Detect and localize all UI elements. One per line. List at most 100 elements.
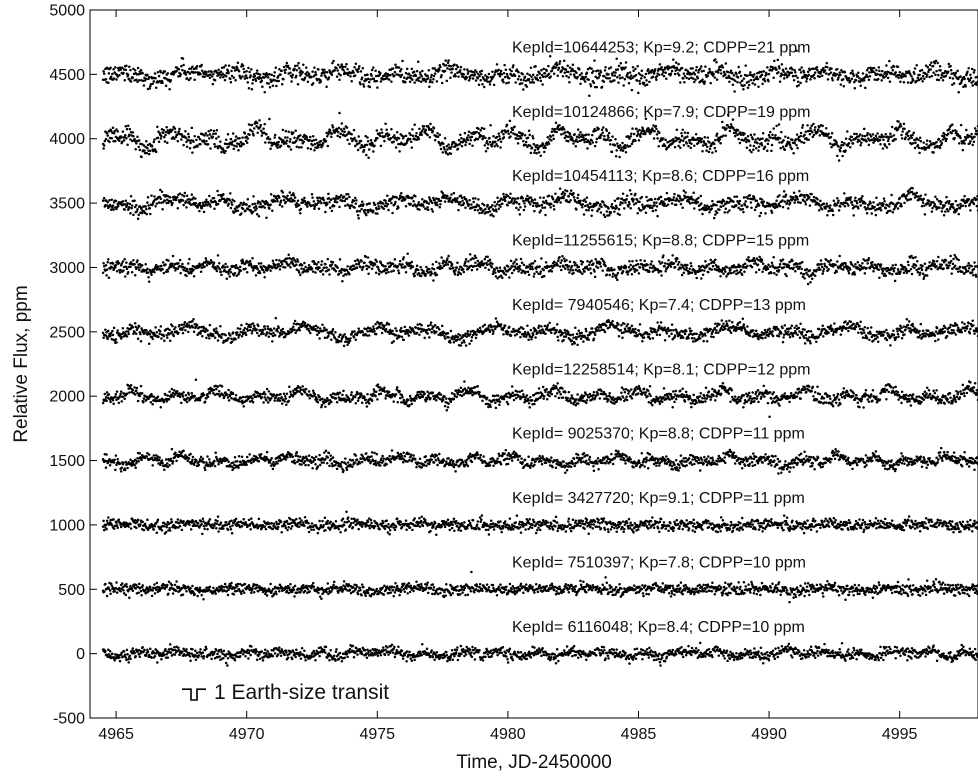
- data-point: [924, 193, 927, 196]
- data-point: [355, 140, 358, 143]
- data-point: [227, 71, 230, 75]
- data-point: [353, 259, 357, 263]
- data-point: [672, 196, 676, 199]
- data-point: [733, 195, 736, 199]
- data-point: [585, 196, 589, 199]
- data-point: [576, 128, 580, 131]
- data-point: [628, 202, 631, 206]
- data-point: [344, 65, 347, 69]
- data-point: [898, 196, 902, 200]
- data-point: [114, 139, 117, 143]
- data-point: [198, 201, 202, 205]
- data-point: [125, 136, 128, 140]
- data-point: [919, 194, 923, 198]
- data-point: [276, 146, 279, 149]
- data-point: [398, 69, 402, 73]
- data-point: [785, 201, 789, 205]
- data-point: [153, 72, 157, 75]
- data-point: [249, 74, 252, 77]
- data-point: [355, 199, 358, 202]
- data-point: [310, 192, 314, 196]
- data-point: [902, 80, 906, 84]
- data-point: [624, 66, 627, 69]
- data-point: [698, 67, 702, 71]
- data-point: [615, 57, 618, 60]
- data-point: [691, 67, 694, 70]
- data-point: [338, 205, 341, 209]
- data-point: [146, 147, 149, 150]
- data-point: [964, 204, 967, 208]
- data-point: [878, 138, 882, 142]
- data-point: [595, 137, 599, 141]
- data-point: [920, 68, 924, 72]
- data-point: [280, 83, 284, 86]
- data-point: [243, 132, 247, 135]
- data-point: [533, 151, 536, 155]
- data-point: [849, 196, 853, 199]
- data-point: [741, 207, 745, 211]
- data-point: [678, 195, 681, 198]
- data-point: [273, 136, 276, 139]
- data-point: [383, 139, 386, 143]
- data-point: [848, 145, 852, 149]
- data-point: [531, 73, 535, 76]
- data-point: [140, 264, 144, 267]
- light-curve-series: [101, 186, 978, 220]
- data-point: [560, 133, 563, 136]
- data-point: [935, 198, 939, 201]
- data-point: [181, 57, 185, 60]
- data-point: [749, 144, 752, 147]
- data-point: [595, 140, 598, 144]
- data-point: [719, 205, 723, 208]
- data-point: [417, 137, 421, 141]
- data-point: [822, 67, 825, 70]
- data-point: [676, 68, 679, 71]
- data-point: [932, 71, 935, 74]
- data-point: [726, 70, 730, 74]
- data-point: [959, 81, 963, 85]
- data-point: [658, 63, 662, 66]
- data-point: [839, 205, 842, 208]
- data-point: [872, 66, 876, 70]
- data-point: [466, 72, 470, 75]
- data-point: [868, 75, 872, 78]
- data-point: [430, 73, 433, 77]
- data-point: [850, 200, 854, 204]
- data-point: [241, 64, 245, 67]
- data-point: [139, 68, 143, 72]
- data-point: [818, 134, 822, 137]
- data-point: [331, 61, 334, 65]
- data-point: [591, 141, 595, 144]
- data-point: [130, 204, 134, 207]
- data-point: [330, 73, 334, 76]
- data-point: [826, 78, 830, 81]
- data-point: [493, 73, 496, 76]
- data-point: [359, 70, 363, 73]
- data-point: [286, 64, 290, 68]
- data-point: [360, 259, 363, 263]
- data-point: [919, 140, 923, 143]
- data-point: [603, 134, 606, 138]
- data-point: [679, 146, 682, 149]
- data-point: [470, 203, 473, 206]
- data-point: [166, 141, 169, 145]
- data-point: [114, 266, 117, 269]
- data-point: [825, 202, 829, 206]
- data-point: [372, 77, 376, 80]
- data-point: [174, 130, 177, 134]
- data-point: [954, 71, 958, 75]
- data-point: [156, 125, 159, 129]
- data-point: [799, 81, 802, 85]
- data-point: [700, 202, 703, 205]
- data-point: [153, 270, 156, 274]
- data-point: [874, 134, 878, 138]
- data-point: [324, 262, 327, 266]
- data-point: [167, 259, 170, 262]
- data-point: [959, 75, 962, 78]
- data-point: [550, 69, 554, 73]
- data-point: [851, 72, 855, 75]
- data-point: [277, 79, 280, 83]
- data-point: [123, 257, 126, 261]
- data-point: [527, 129, 531, 133]
- data-point: [376, 136, 379, 140]
